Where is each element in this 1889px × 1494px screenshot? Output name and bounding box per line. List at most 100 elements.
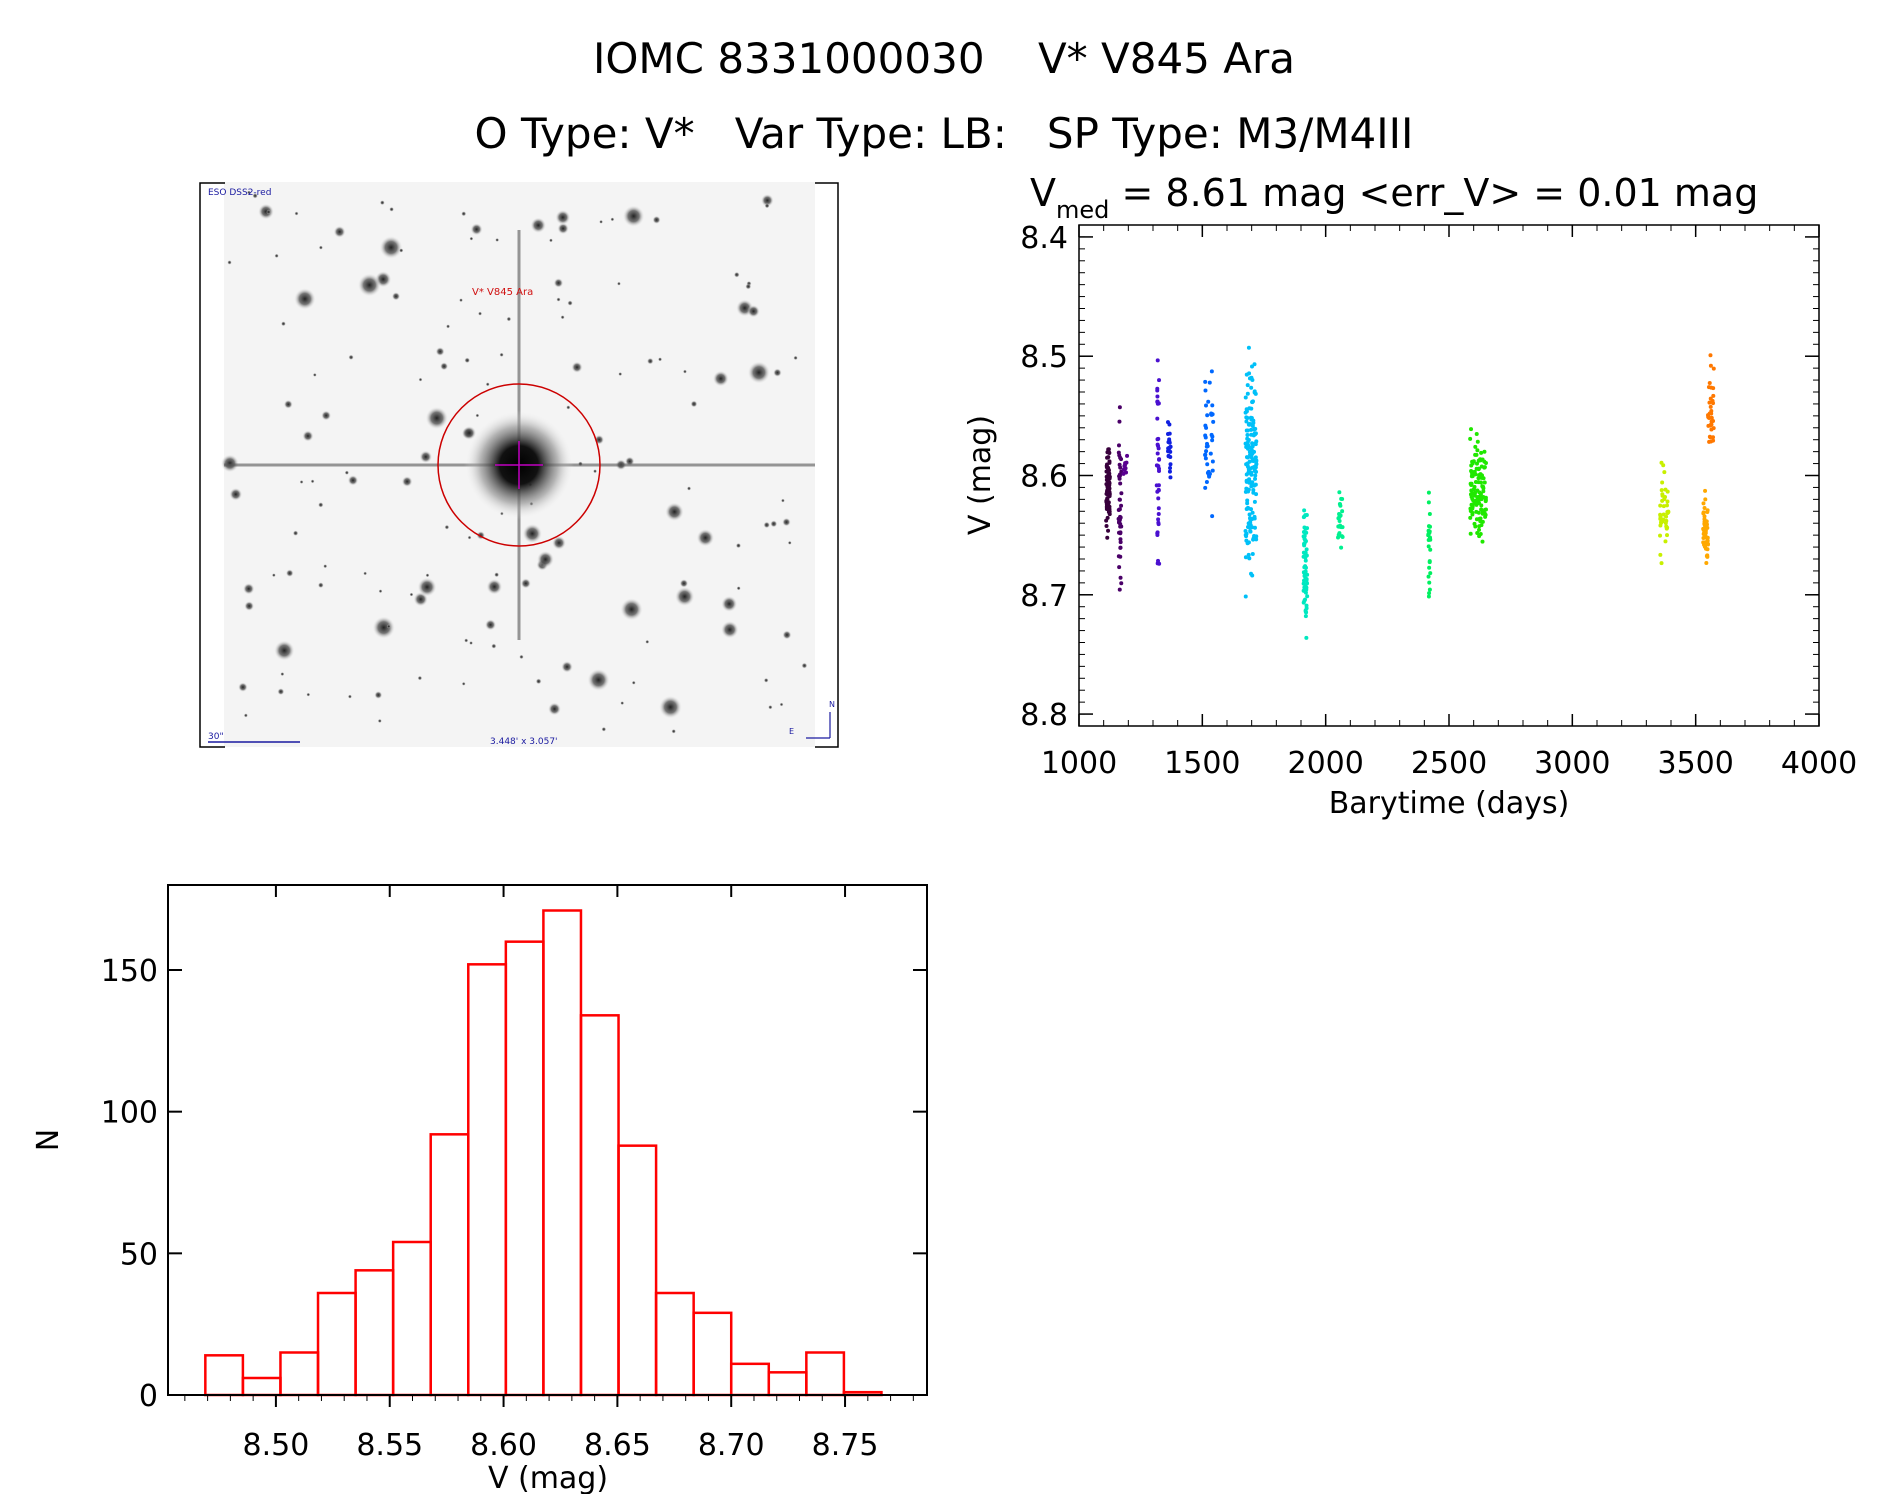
data-point [1659,460,1664,465]
data-point [1303,526,1308,531]
x-tick-label: 2500 [1411,746,1487,781]
data-point [1250,444,1255,449]
data-point [1156,520,1161,525]
data-point [1305,572,1310,577]
data-point [1247,512,1252,517]
data-point [1253,391,1258,396]
data-point [1338,503,1343,508]
data-point [1340,509,1345,514]
data-point [1339,545,1344,550]
field-star [467,535,472,540]
data-point [1663,487,1668,492]
field-star [283,399,293,409]
data-point [1708,435,1713,440]
field-star [686,486,692,491]
data-point [1250,399,1255,404]
sky-image-panel: ESO DSS2-red V* V845 Ara 30" 3.448' x 3.… [199,182,839,748]
title-vmed: V [1030,171,1056,215]
data-point [1254,537,1259,542]
field-star [745,283,752,290]
image-frame-right [815,182,839,748]
data-point [1250,517,1255,522]
data-point [1304,585,1309,590]
data-point [1249,571,1254,576]
data-point [1211,419,1216,424]
field-star [477,311,483,316]
data-point [1118,540,1123,545]
field-star [555,209,571,226]
data-point [1117,405,1122,410]
data-point [1711,393,1716,398]
field-star [227,260,232,265]
field-star [285,569,294,578]
data-point [1254,462,1259,467]
data-point [1106,528,1111,533]
data-point [1121,467,1126,472]
data-point [1167,437,1172,442]
field-star [419,450,433,464]
field-star [631,680,636,685]
data-point [1252,362,1257,367]
data-point [1106,468,1111,473]
data-point [1203,456,1208,461]
data-point [1708,363,1713,368]
field-star [773,368,782,378]
data-point [1479,503,1484,508]
field-star [299,479,304,484]
data-point [1337,531,1342,536]
data-point [1246,345,1251,350]
data-point [1302,537,1307,542]
data-point [1107,504,1112,509]
data-point [1479,523,1484,528]
data-point [1337,518,1342,523]
data-point [1658,516,1663,521]
x-tick-label: 8.75 [812,1428,879,1463]
field-star [220,454,240,473]
field-star [547,702,562,716]
data-point [1468,515,1473,520]
field-star [679,578,689,588]
data-point [1244,443,1249,448]
data-point [1249,417,1254,422]
data-point [1475,530,1480,535]
data-point [1703,488,1708,493]
data-point [1121,471,1126,476]
field-star [425,406,449,430]
field-star [571,361,583,374]
data-point [1254,492,1259,497]
data-point [1156,517,1161,522]
data-point [1476,494,1481,499]
field-star [417,675,423,681]
data-point [1483,514,1488,519]
data-point [1119,491,1124,496]
field-star [312,372,317,377]
field-star [682,369,688,374]
data-point [1157,378,1162,383]
title-stats: = 8.61 mag <err_V> = 0.01 mag [1109,171,1758,215]
field-star [674,586,695,607]
data-point [1302,541,1307,546]
data-point [1117,419,1122,424]
histogram-bar [767,1371,808,1397]
field-stars [220,190,808,734]
data-point [1155,532,1160,537]
data-point [1167,440,1172,445]
field-star [736,586,741,591]
histogram-bar [617,1144,658,1397]
x-tick-label: 4000 [1781,746,1857,781]
data-point [1252,499,1257,504]
field-star [592,469,598,474]
data-point [1480,539,1485,544]
data-point [1210,438,1215,443]
data-point [1301,530,1306,535]
y-tick-label: 0 [139,1379,158,1414]
target-label: V* V845 Ara [472,287,533,298]
data-point [1245,432,1250,437]
field-star [348,354,354,361]
field-star [306,692,311,697]
field-star [379,235,403,260]
data-point [1471,487,1476,492]
field-star [464,638,469,643]
data-point [1706,385,1711,390]
field-star [293,287,317,311]
